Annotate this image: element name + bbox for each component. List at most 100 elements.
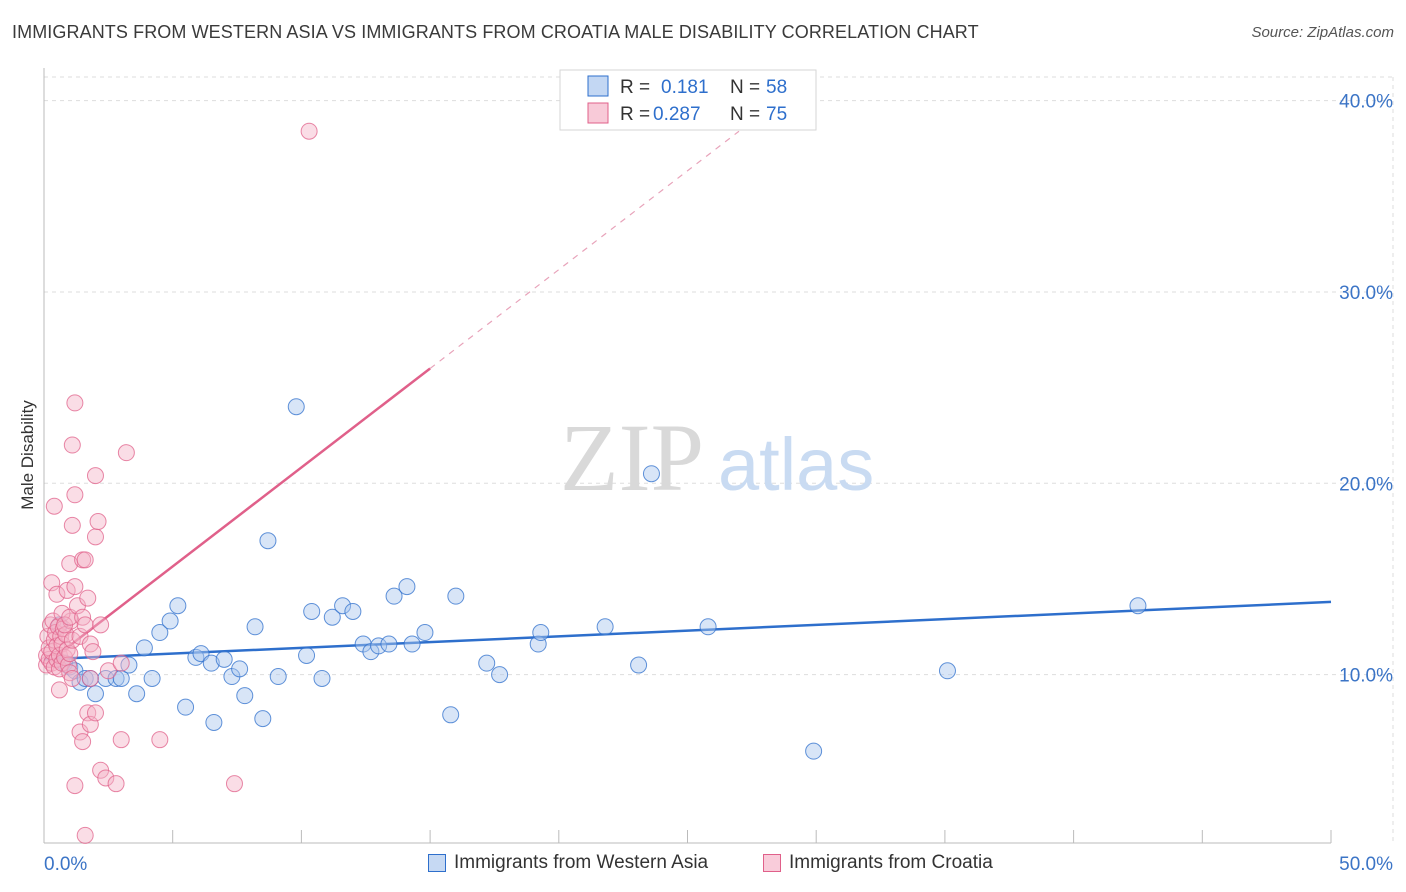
data-point-croatia	[86, 528, 104, 546]
data-point-western-asia	[161, 612, 179, 630]
data-point-western-asia	[298, 646, 316, 664]
data-point-western-asia	[143, 669, 161, 687]
data-point-croatia	[45, 497, 63, 515]
legend-r-label-1: R =	[620, 77, 650, 98]
data-point-croatia	[66, 486, 84, 504]
data-point-western-asia	[86, 685, 104, 703]
data-point-croatia	[48, 585, 66, 603]
data-point-western-asia	[112, 669, 130, 687]
data-point-western-asia	[205, 713, 223, 731]
data-point-croatia	[50, 681, 68, 699]
legend-item-croatia[interactable]: Immigrants from Croatia	[763, 852, 993, 874]
data-point-western-asia	[805, 742, 823, 760]
data-point-western-asia	[491, 666, 509, 684]
data-point-western-asia	[642, 465, 660, 483]
data-point-western-asia	[303, 602, 321, 620]
x-tick-label-start: 0.0%	[44, 854, 87, 875]
data-point-western-asia	[344, 602, 362, 620]
watermark-zip: ZIP	[560, 404, 704, 511]
legend-r-value-2: 0.287	[653, 104, 701, 125]
data-point-western-asia	[385, 587, 403, 605]
data-point-western-asia	[246, 618, 264, 636]
x-tick-label-end: 50.0%	[1339, 854, 1393, 875]
legend-item-western-asia[interactable]: Immigrants from Western Asia	[428, 852, 708, 874]
data-point-croatia	[63, 631, 81, 649]
legend-top: R = 0.181 N = 58 R = 0.287 N = 75	[559, 69, 817, 131]
data-point-croatia	[84, 643, 102, 661]
legend-bottom: Immigrants from Western Asia Immigrants …	[0, 852, 1406, 878]
data-point-western-asia	[938, 662, 956, 680]
data-point-western-asia	[76, 669, 94, 687]
data-point-western-asia	[313, 669, 331, 687]
data-point-western-asia	[169, 597, 187, 615]
legend-swatch-croatia	[763, 854, 781, 872]
data-point-western-asia	[236, 687, 254, 705]
data-point-croatia	[300, 122, 318, 140]
data-point-croatia	[74, 733, 92, 751]
legend-swatch-western-asia	[428, 854, 446, 872]
data-point-croatia	[92, 616, 110, 634]
data-point-western-asia	[259, 532, 277, 550]
data-point-croatia	[61, 645, 79, 663]
trend-line-croatia-extension	[429, 130, 740, 369]
data-point-croatia	[76, 551, 94, 569]
data-point-western-asia	[128, 685, 146, 703]
data-point-croatia	[112, 654, 130, 672]
data-point-western-asia	[287, 398, 305, 416]
data-point-western-asia	[699, 618, 717, 636]
data-point-western-asia	[370, 637, 388, 655]
data-point-western-asia	[403, 635, 421, 653]
data-point-croatia	[63, 436, 81, 454]
source-note: Source: ZipAtlas.com	[1251, 24, 1394, 41]
data-point-western-asia	[177, 698, 195, 716]
data-point-western-asia	[447, 587, 465, 605]
data-point-croatia	[66, 578, 84, 596]
data-point-croatia	[97, 769, 115, 787]
trend-line-croatia	[56, 367, 431, 657]
trend-line-western-asia	[43, 600, 1332, 661]
data-point-croatia	[89, 513, 107, 531]
legend-r-value-1: 0.181	[661, 77, 709, 98]
data-point-croatia	[79, 589, 97, 607]
data-point-western-asia	[135, 639, 153, 657]
data-point-croatia	[225, 775, 243, 793]
data-point-croatia	[86, 467, 104, 485]
data-point-western-asia	[231, 660, 249, 678]
data-point-western-asia	[151, 624, 169, 642]
legend-label-western-asia: Immigrants from Western Asia	[454, 852, 709, 873]
data-point-western-asia	[269, 668, 287, 686]
data-point-western-asia	[416, 624, 434, 642]
data-point-western-asia	[334, 597, 352, 615]
data-point-western-asia	[532, 624, 550, 642]
y-tick-label: 30.0%	[1339, 283, 1393, 304]
axis-layer	[43, 68, 1332, 844]
data-point-western-asia	[215, 650, 233, 668]
tick-label-layer: 10.0% 20.0% 30.0% 40.0% 0.0% 50.0%	[44, 92, 1393, 875]
legend-swatch-pink	[587, 102, 609, 124]
data-point-western-asia	[380, 635, 398, 653]
data-point-croatia	[76, 826, 94, 844]
legend-n-label-1: N =	[730, 77, 760, 98]
data-point-western-asia	[202, 654, 220, 672]
data-point-western-asia	[630, 656, 648, 674]
data-point-croatia	[99, 662, 117, 680]
legend-label-croatia: Immigrants from Croatia	[789, 852, 993, 873]
data-point-croatia	[63, 516, 81, 534]
data-point-croatia	[76, 616, 94, 634]
legend-swatch-blue	[587, 75, 609, 97]
data-point-western-asia	[596, 618, 614, 636]
data-point-croatia	[107, 775, 125, 793]
legend-n-value-1: 58	[766, 77, 787, 98]
legend-n-value-2: 75	[766, 104, 787, 125]
y-tick-label: 20.0%	[1339, 474, 1393, 495]
data-point-croatia	[117, 444, 135, 462]
data-point-western-asia	[478, 654, 496, 672]
y-tick-label: 40.0%	[1339, 92, 1393, 113]
watermark-atlas: atlas	[718, 423, 874, 506]
data-point-western-asia	[442, 706, 460, 724]
legend-n-label-2: N =	[730, 104, 760, 125]
data-point-western-asia	[398, 578, 416, 596]
data-point-croatia	[86, 704, 104, 722]
data-point-western-asia	[1129, 597, 1147, 615]
